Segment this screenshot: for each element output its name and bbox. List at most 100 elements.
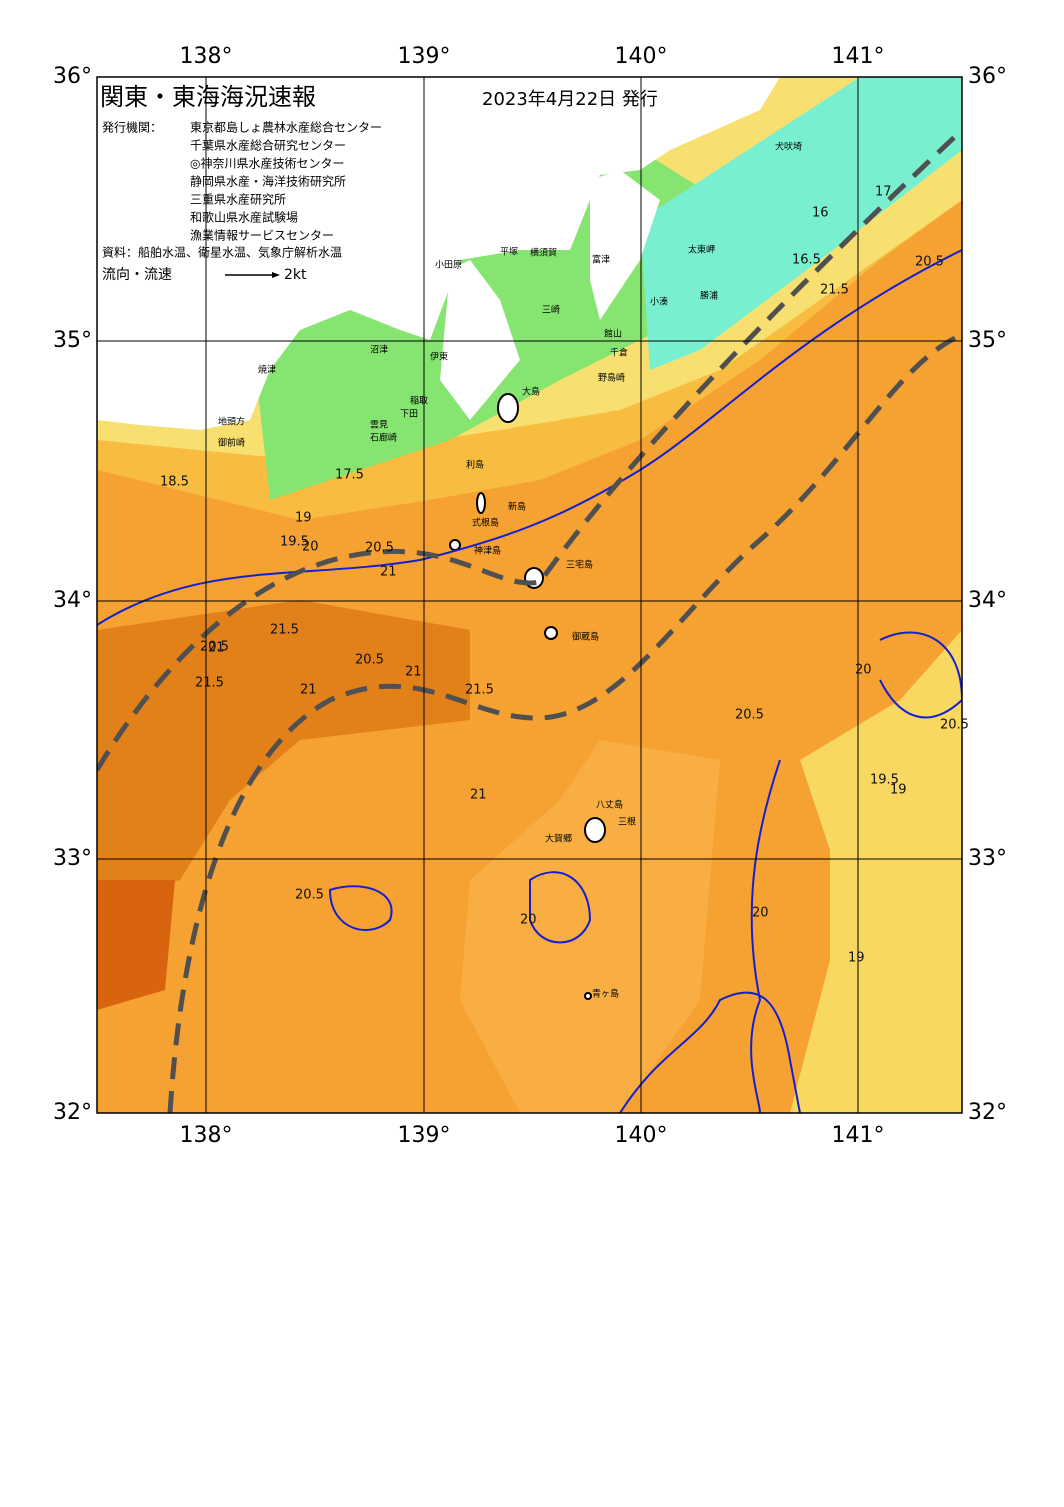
place-name: 大島 bbox=[522, 386, 540, 398]
lat-label: 35° bbox=[53, 328, 92, 353]
isotherm-label: 20 bbox=[752, 906, 769, 921]
place-name: 横須賀 bbox=[530, 247, 557, 259]
isotherm-label: 18.5 bbox=[160, 475, 189, 490]
lon-label: 140° bbox=[615, 1123, 668, 1148]
legend-arrowhead bbox=[272, 272, 280, 278]
isotherm-label: 19 bbox=[295, 511, 312, 526]
place-name: 八丈島 bbox=[596, 799, 623, 811]
isotherm bbox=[529, 871, 592, 944]
land bbox=[97, 77, 780, 430]
lat-label: 35° bbox=[968, 328, 1007, 353]
isotherm-label: 21 bbox=[470, 788, 487, 803]
place-name: 地頭方 bbox=[218, 416, 245, 428]
place-name: 三崎 bbox=[542, 304, 560, 316]
isotherm-label: 19.5 bbox=[870, 773, 899, 788]
isotherm-label: 21.5 bbox=[195, 676, 224, 691]
agency: 静岡県水産・海洋技術研究所 bbox=[190, 174, 346, 189]
lon-label: 138° bbox=[180, 1123, 233, 1148]
legend-label: 流向・流速 bbox=[102, 267, 172, 283]
place-name: 新島 bbox=[508, 501, 526, 513]
lat-label: 32° bbox=[53, 1100, 92, 1125]
isotherm-label: 20.5 bbox=[940, 718, 969, 733]
kuroshio-line bbox=[97, 128, 962, 772]
place-name: 太東岬 bbox=[688, 244, 715, 256]
isotherm-label: 17.5 bbox=[335, 468, 364, 483]
cold-water bbox=[640, 77, 962, 370]
isotherm-label: 16 bbox=[812, 206, 829, 221]
place-name: 沼津 bbox=[370, 345, 388, 356]
isotherm-label: 20.5 bbox=[200, 640, 229, 655]
issue-date: 2023年4月22日 発行 bbox=[482, 89, 658, 110]
island bbox=[449, 539, 461, 551]
island bbox=[476, 492, 486, 514]
place-name: 平塚 bbox=[500, 247, 518, 258]
place-name: 伊東 bbox=[430, 351, 448, 363]
place-name: 犬吠埼 bbox=[775, 141, 802, 153]
place-name: 小湊 bbox=[650, 296, 668, 308]
lat-label: 34° bbox=[53, 588, 92, 613]
place-name: 下田 bbox=[400, 409, 418, 420]
isotherm-label: 17 bbox=[875, 185, 892, 200]
lat-label: 36° bbox=[968, 64, 1007, 89]
place-name: 神津島 bbox=[474, 545, 501, 557]
lon-label: 141° bbox=[832, 44, 885, 69]
lon-label: 141° bbox=[832, 1123, 885, 1148]
kuroshio-line bbox=[167, 332, 962, 1113]
place-name: 富津 bbox=[592, 254, 610, 266]
isotherm-label: 20.5 bbox=[915, 255, 944, 270]
agency: 千葉県水産総合研究センター bbox=[190, 138, 346, 153]
sources: 資料：船舶水温、衛星水温、気象庁解析水温 bbox=[102, 245, 342, 260]
map-frame bbox=[96, 76, 963, 1114]
isotherm-label: 19 bbox=[848, 951, 865, 966]
warm-region bbox=[97, 600, 470, 900]
isotherm-label: 20.5 bbox=[365, 541, 394, 556]
lon-label: 139° bbox=[398, 44, 451, 69]
isotherm-label: 21 bbox=[300, 683, 317, 698]
lon-label: 139° bbox=[398, 1123, 451, 1148]
isotherm-label: 20 bbox=[855, 663, 872, 678]
island bbox=[584, 992, 592, 1000]
warm-core bbox=[97, 880, 175, 1010]
island bbox=[497, 393, 519, 423]
sst-map bbox=[97, 77, 962, 1113]
agency: 東京都島しょ農林水産総合センター bbox=[190, 120, 382, 135]
islands bbox=[449, 393, 606, 1000]
agency: ◎神奈川県水産技術センター bbox=[190, 156, 344, 171]
isotherm-lines bbox=[97, 249, 962, 1113]
isotherm-label: 21 bbox=[405, 665, 422, 680]
place-name: 三根 bbox=[618, 816, 636, 828]
isotherm-label: 20.5 bbox=[355, 653, 384, 668]
place-name: 式根島 bbox=[472, 517, 499, 529]
place-name: 雲見 bbox=[370, 420, 388, 431]
place-name: 石廊崎 bbox=[370, 432, 397, 444]
lat-label: 33° bbox=[968, 846, 1007, 871]
isotherm-label: 21 bbox=[208, 641, 225, 656]
place-name: 勝浦 bbox=[700, 290, 718, 302]
izu-peninsula bbox=[440, 260, 520, 420]
lon-label: 138° bbox=[180, 44, 233, 69]
place-name: 青ヶ島 bbox=[592, 988, 619, 1000]
place-name: 利島 bbox=[466, 459, 484, 471]
place-name: 大賀郷 bbox=[545, 833, 572, 845]
isotherm bbox=[750, 759, 781, 1113]
boso-peninsula bbox=[590, 170, 660, 320]
graticule bbox=[97, 77, 962, 1113]
isotherm bbox=[619, 991, 801, 1113]
island bbox=[544, 626, 558, 640]
isotherm-label: 21.5 bbox=[465, 683, 494, 698]
agency: 三重県水産研究所 bbox=[190, 192, 286, 207]
lat-label: 36° bbox=[53, 64, 92, 89]
lat-label: 32° bbox=[968, 1100, 1007, 1125]
isotherm-label: 19 bbox=[890, 783, 907, 798]
place-name: 館山 bbox=[604, 328, 622, 340]
cool-region bbox=[790, 630, 962, 1113]
agency: 漁業情報サービスセンター bbox=[190, 229, 334, 243]
kuroshio-axis bbox=[97, 128, 962, 1113]
legend-scale: 2kt bbox=[284, 267, 307, 283]
map-title: 関東・東海海況速報 bbox=[100, 83, 316, 111]
isotherm-label: 16.5 bbox=[792, 253, 821, 268]
place-name: 焼津 bbox=[258, 365, 276, 376]
isotherm-label: 20 bbox=[302, 540, 319, 555]
agency-label: 発行機関： bbox=[102, 120, 162, 135]
